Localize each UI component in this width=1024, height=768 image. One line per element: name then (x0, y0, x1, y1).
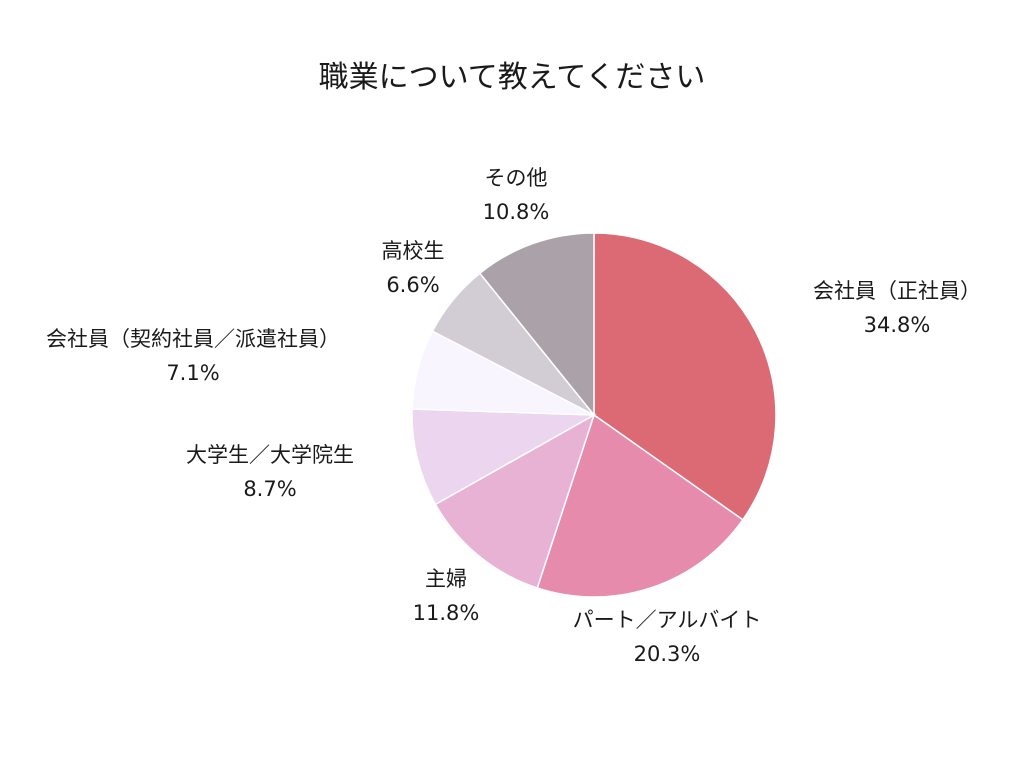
slice-label-5: 高校生 6.6% (213, 234, 613, 302)
slice-percent: 10.8% (482, 200, 550, 224)
pie-slice-1 (536, 413, 744, 598)
slice-name: 高校生 (381, 239, 445, 263)
slice-label-1: パート／アルバイト 20.3% (467, 603, 867, 671)
slice-percent: 11.8% (412, 601, 480, 625)
slice-label-3: 大学生／大学院生 8.7% (70, 438, 470, 506)
slice-percent: 6.6% (386, 273, 440, 297)
slice-percent: 8.7% (243, 477, 297, 501)
slice-percent: 7.1% (166, 361, 220, 385)
pie-slice-2 (434, 413, 596, 589)
slice-percent: 20.3% (633, 642, 701, 666)
slice-name: 主婦 (425, 567, 467, 591)
slice-percent: 34.8% (863, 313, 931, 337)
slice-name: 大学生／大学院生 (186, 443, 354, 467)
pie-slice-6 (478, 232, 595, 418)
slice-name: 会社員（正社員） (813, 279, 981, 303)
slice-label-2: 主婦 11.8% (246, 562, 646, 630)
pie-slices (411, 232, 777, 598)
slice-name: その他 (484, 166, 548, 190)
chart-title: 職業について教えてください (318, 60, 706, 95)
slice-label-0: 会社員（正社員） 34.8% (697, 274, 1024, 342)
slice-name: パート／アルバイト (572, 608, 762, 632)
pie-slice-3 (411, 408, 597, 506)
slice-label-4: 会社員（契約社員／派遣社員） 7.1% (0, 322, 393, 390)
slice-label-6: その他 10.8% (316, 161, 716, 229)
pie-slice-0 (593, 232, 777, 521)
slice-name: 会社員（契約社員／派遣社員） (46, 327, 340, 351)
